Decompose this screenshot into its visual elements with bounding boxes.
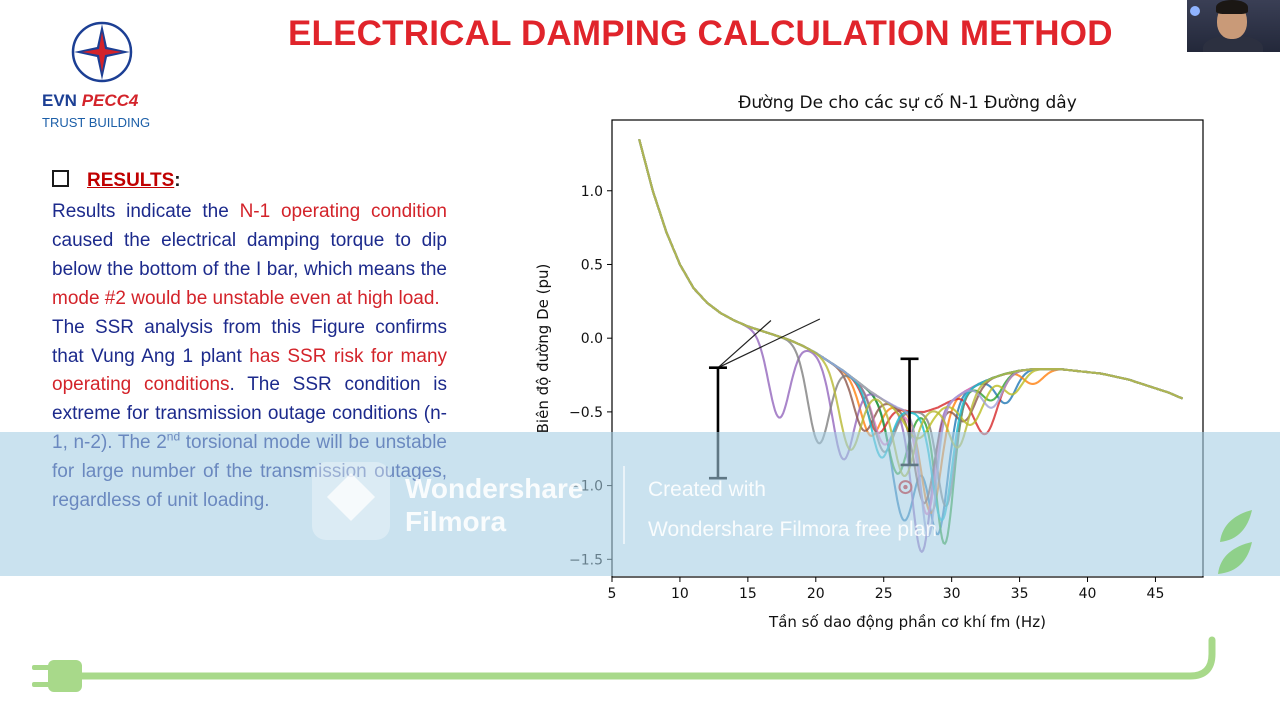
company-logo: EVN PECC4 TRUST BUILDING <box>36 18 166 138</box>
results-label: RESULTS <box>87 170 175 191</box>
y-tick-label: −0.5 <box>569 405 603 421</box>
watermark-brand: Wondershare Filmora <box>405 472 583 538</box>
logo-brand-main: EVN <box>42 91 82 110</box>
presenter-body <box>1203 36 1263 52</box>
presenter-hair <box>1216 0 1248 14</box>
watermark-note-line-1: Created with <box>648 478 766 501</box>
chart-title: Đường De cho các sự cố N-1 Đường dây <box>738 92 1077 113</box>
annotation-line-0 <box>717 320 772 369</box>
filmora-diamond-icon <box>326 472 376 522</box>
x-tick-label: 45 <box>1147 586 1165 602</box>
para1-run-1: N-1 operating condition <box>239 201 447 222</box>
para1-run-2: caused the electrical damping torque to … <box>52 229 447 280</box>
results-paragraph-1: Results indicate the N-1 operating condi… <box>52 198 447 314</box>
annotation-line-1 <box>717 318 821 369</box>
results-heading: RESULTS: <box>52 170 181 192</box>
watermark-note: Created with Wondershare Filmora free pl… <box>648 470 937 550</box>
para1-run-0: Results indicate the <box>52 201 240 222</box>
watermark-brand-line-1: Wondershare <box>405 473 584 504</box>
leaves-icon <box>1218 510 1252 574</box>
x-tick-label: 40 <box>1079 586 1097 602</box>
slide-title: ELECTRICAL DAMPING CALCULATION METHOD <box>288 14 1113 53</box>
watermark-note-line-2: Wondershare Filmora free plan <box>648 518 938 541</box>
x-tick-label: 5 <box>608 586 617 602</box>
y-tick-label: 0.5 <box>581 257 603 273</box>
y-tick-label: 0.0 <box>581 331 603 347</box>
y-axis-label: Biên độ đường De (pu) <box>534 264 552 434</box>
logo-brand-text: EVN PECC4 <box>42 91 138 111</box>
x-tick-label: 10 <box>671 586 689 602</box>
x-tick-label: 25 <box>875 586 893 602</box>
watermark-band <box>0 432 1280 576</box>
para1-run-3: mode #2 would be unstable even at high l… <box>52 287 440 309</box>
para2-run-0: The SSR analysis from this Figure confir… <box>52 316 447 367</box>
x-tick-label: 35 <box>1011 586 1029 602</box>
logo-tagline: TRUST BUILDING <box>42 115 151 130</box>
filmora-logo-icon <box>312 462 390 540</box>
x-tick-label: 20 <box>807 586 825 602</box>
y-tick-label: 1.0 <box>581 184 603 200</box>
checkbox-bullet-icon <box>52 170 69 187</box>
x-axis-label: Tần số dao động phần cơ khí fm (Hz) <box>768 613 1046 631</box>
logo-brand-accent: PECC4 <box>81 91 139 110</box>
watermark-brand-line-2: Filmora <box>405 506 507 537</box>
camera-app-icon <box>1190 6 1200 16</box>
x-tick-label: 30 <box>943 586 961 602</box>
presenter-webcam <box>1187 0 1280 52</box>
results-colon: : <box>174 170 181 191</box>
compass-star-icon <box>71 21 133 83</box>
para2-run-1: has SSR risk for many operating conditio… <box>52 345 448 396</box>
watermark-divider <box>623 466 625 544</box>
power-plug-cable-icon <box>32 636 1216 692</box>
x-tick-label: 15 <box>739 586 757 602</box>
